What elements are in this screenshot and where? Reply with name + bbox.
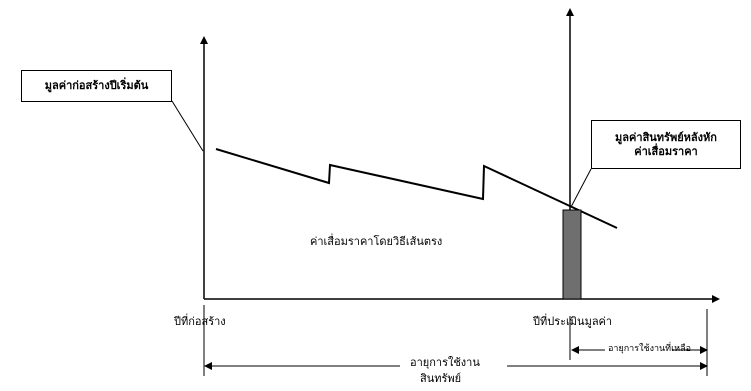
depreciation-line xyxy=(215,148,618,229)
asset-value-label-line2: ค่าเสื่อมราคา xyxy=(634,144,698,158)
valuation-year-label: ปีที่ประเมินมูลค่า xyxy=(533,315,613,328)
asset-life-label-line1: อายุการใช้งาน xyxy=(410,356,480,369)
asset-life-label-line2: สินทรัพย์ xyxy=(420,372,462,385)
initial-cost-callout: มูลค่าก่อสร้างปีเริ่มต้น xyxy=(21,70,172,102)
asset-value-callout: มูลค่าสินทรัพย์หลังหัก ค่าเสื่อมราคา xyxy=(591,120,741,169)
asset-value-leader xyxy=(570,168,592,208)
remaining-value-bar xyxy=(562,209,582,300)
initial-cost-leader xyxy=(171,100,204,152)
straight-line-depreciation-label: ค่าเสื่อมราคาโดยวิธีเส้นตรง xyxy=(310,235,443,248)
asset-value-label-line1: มูลค่าสินทรัพย์หลังหัก xyxy=(615,131,717,145)
construction-year-label: ปีที่ก่อสร้าง xyxy=(174,315,226,328)
remaining-life-label: อายุการใช้งานที่เหลือ xyxy=(608,344,692,354)
initial-cost-label: มูลค่าก่อสร้างปีเริ่มต้น xyxy=(44,79,149,93)
